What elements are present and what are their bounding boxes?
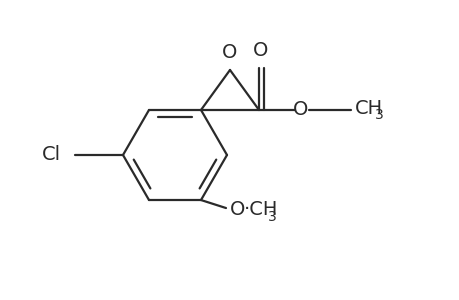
Text: O: O — [230, 200, 245, 218]
Text: O: O — [293, 100, 308, 119]
Text: 3: 3 — [268, 210, 276, 224]
Text: ·CH: ·CH — [243, 200, 278, 218]
Text: O: O — [253, 41, 268, 60]
Text: O: O — [222, 43, 237, 62]
Text: Cl: Cl — [42, 146, 61, 164]
Text: 3: 3 — [374, 108, 383, 122]
Text: CH: CH — [354, 100, 382, 118]
